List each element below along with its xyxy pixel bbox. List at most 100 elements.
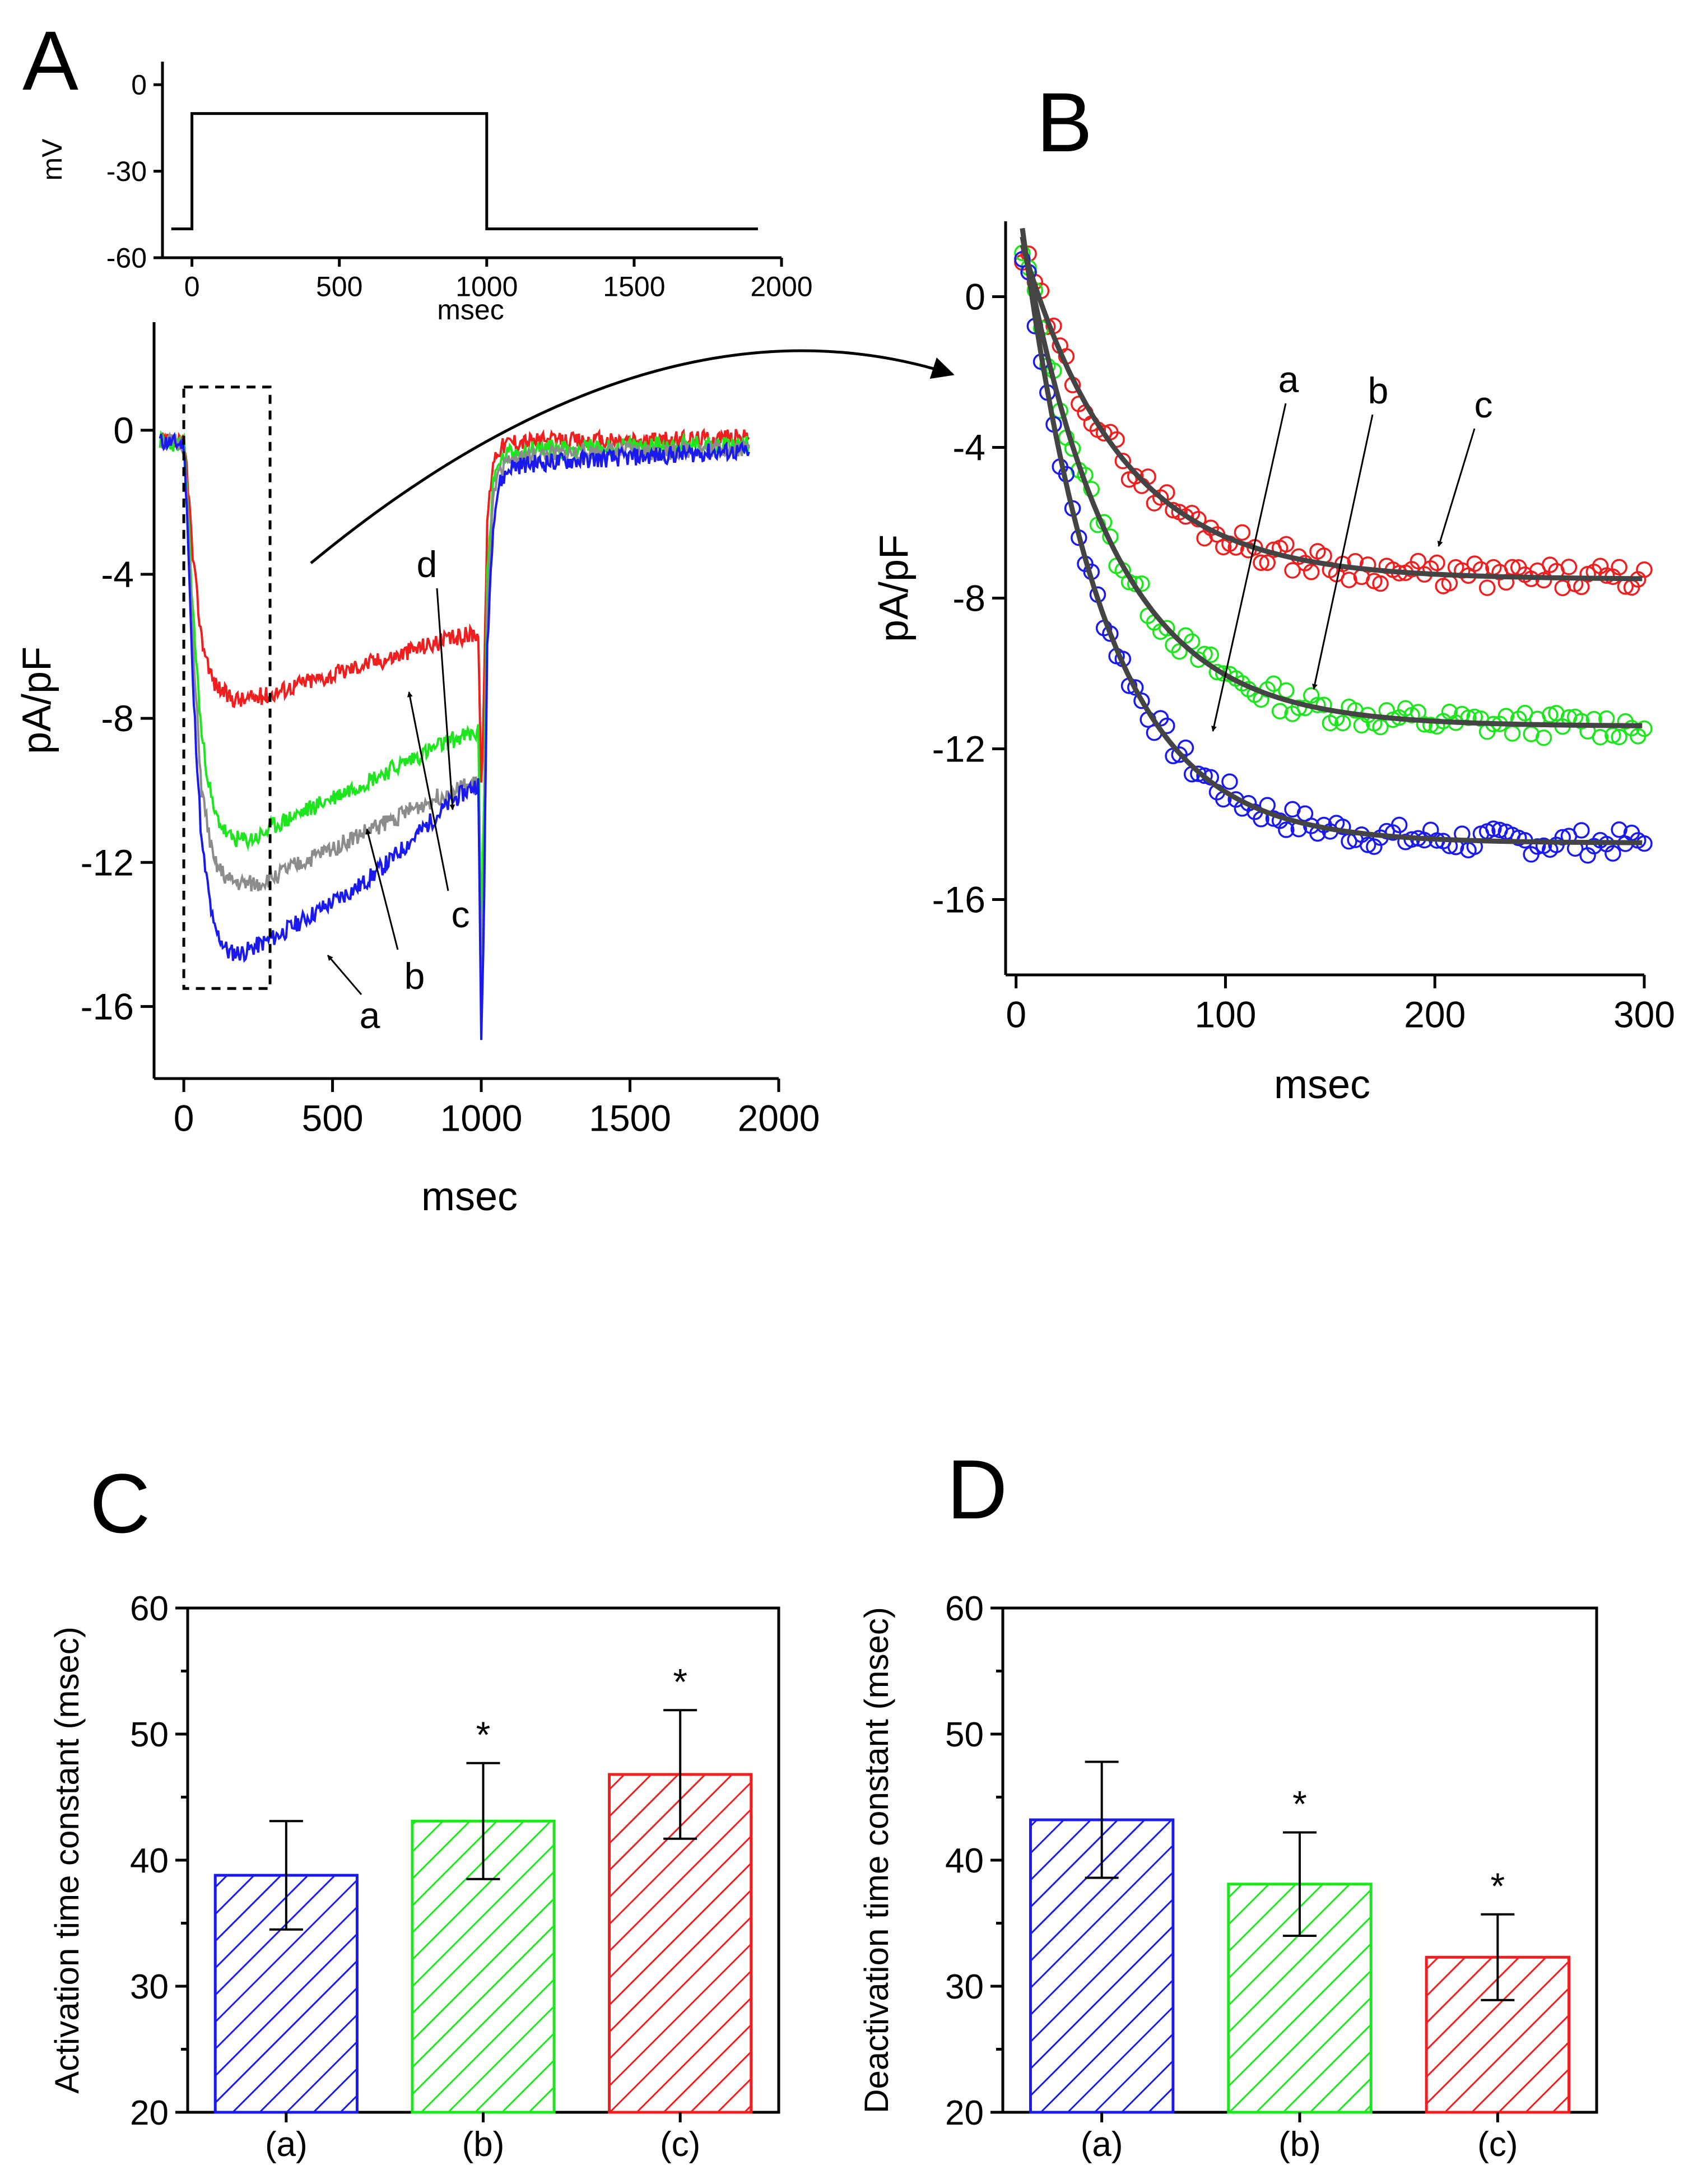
- chart-d: 20 30 40 50 60 Deactivation time constant (ms…: [858, 1590, 1598, 2164]
- y-axis-label: pA/pF: [15, 647, 59, 754]
- annotation-arrow-c: [1437, 428, 1476, 547]
- y-tick-label: 20: [130, 2094, 169, 2132]
- trace-b: [159, 430, 750, 941]
- y-tick-label: -8: [101, 698, 134, 739]
- annotation-b: b: [1368, 370, 1389, 411]
- x-tick-label: (a): [265, 2125, 308, 2164]
- panel-label-a: A: [22, 13, 78, 108]
- data-point-c: [1611, 559, 1627, 576]
- data-point-b: [1542, 707, 1559, 723]
- data-point-c: [1341, 571, 1357, 588]
- y-tick-label: -30: [106, 156, 147, 187]
- y-tick-label: 50: [945, 1716, 984, 1754]
- chart-a-inset: 0 -30 -60 0 500 1000 1500 2000 mV msec: [36, 62, 813, 326]
- x-tick-label: 200: [1404, 993, 1466, 1035]
- x-tick-label: (b): [462, 2125, 505, 2164]
- y-axis-label: pA/pF: [872, 535, 917, 642]
- data-point-c: [1114, 453, 1132, 470]
- zoom-box: [182, 385, 272, 990]
- data-point-b: [1416, 716, 1433, 733]
- data-point-b: [1592, 728, 1609, 746]
- y-tick-label: 40: [945, 1842, 984, 1880]
- significance-marker: *: [1490, 1865, 1505, 1907]
- x-tick-label: 1500: [603, 271, 665, 303]
- data-point-b: [1159, 620, 1175, 636]
- y-tick-label: -12: [932, 728, 985, 770]
- data-point-a: [1359, 837, 1376, 853]
- y-tick-label: -4: [952, 427, 985, 468]
- data-point-b: [1372, 718, 1389, 736]
- data-point-a: [1529, 838, 1546, 855]
- data-point-c: [1253, 554, 1269, 571]
- x-tick-label: 2000: [750, 271, 812, 303]
- data-point-b: [1504, 725, 1521, 742]
- fit-line-c: [1020, 244, 1643, 582]
- x-tick-label: 500: [302, 1097, 364, 1139]
- x-tick-label: 1000: [455, 271, 518, 303]
- data-point-c: [1359, 556, 1376, 573]
- data-point-c: [1429, 554, 1445, 571]
- data-point-c: [1284, 562, 1301, 579]
- data-point-a: [1334, 818, 1351, 835]
- data-point-a: [1390, 816, 1408, 834]
- y-tick-label: 0: [113, 410, 134, 451]
- x-tick-label: 2000: [738, 1097, 820, 1139]
- x-tick-label: 0: [1006, 993, 1026, 1035]
- significance-marker: *: [476, 1714, 491, 1755]
- y-axis-label: Deactivation time constant (msec): [858, 1607, 895, 2113]
- data-point-c: [1278, 536, 1295, 553]
- data-point-b: [1271, 703, 1289, 720]
- chart-c: 20 30 40 50 60 Activation time constant (msec…: [48, 1590, 780, 2164]
- data-point-b: [1278, 682, 1295, 699]
- x-tick-label: 100: [1194, 993, 1256, 1035]
- data-point-b: [1535, 729, 1552, 746]
- panel-label-c: C: [90, 1456, 150, 1550]
- annotation-arrow-a: [1211, 403, 1287, 732]
- annotation-arrow-a: [327, 955, 362, 995]
- x-tick-label: (b): [1278, 2125, 1321, 2164]
- data-point-c: [1234, 524, 1251, 541]
- data-point-b: [1334, 714, 1351, 732]
- data-point-b: [1611, 728, 1627, 746]
- data-point-c: [1303, 564, 1320, 580]
- annotation-c: c: [452, 894, 470, 935]
- data-point-a: [1485, 820, 1502, 837]
- y-tick-label: 30: [945, 1968, 984, 2006]
- x-axis-label: msec: [421, 1174, 518, 1219]
- y-tick-label: 20: [945, 2094, 984, 2132]
- zoom-arrow: [310, 349, 955, 564]
- data-point-a: [1221, 773, 1238, 790]
- data-point-a: [1573, 822, 1590, 839]
- voltage-trace: [171, 112, 758, 231]
- data-point-a: [1102, 625, 1119, 642]
- annotation-c: c: [1475, 384, 1493, 425]
- y-tick-label: -60: [106, 243, 147, 274]
- y-tick-label: 40: [130, 1842, 169, 1880]
- data-point-b: [1265, 675, 1282, 692]
- chart-a-main: 0 -4 -8 -12 -16 0 500 1000 1500 2000 pA/pF msec abc d: [15, 322, 820, 1219]
- y-tick-label: 50: [130, 1716, 169, 1754]
- data-point-a: [1127, 679, 1144, 696]
- panel-label-d: D: [947, 1442, 1007, 1536]
- annotation-arrow-d: [436, 588, 455, 810]
- annotation-arrow-b: [1311, 414, 1374, 690]
- data-point-a: [1177, 739, 1194, 756]
- data-point-c: [1372, 575, 1389, 592]
- x-axis-label: msec: [1274, 1062, 1370, 1107]
- data-point-b: [1171, 643, 1188, 660]
- data-point-a: [1604, 845, 1621, 862]
- x-tick-label: (a): [1081, 2125, 1123, 2164]
- x-tick-label: 1500: [589, 1097, 671, 1139]
- y-tick-label: -4: [101, 554, 134, 595]
- annotation-b: b: [404, 955, 425, 997]
- y-tick-label: -16: [81, 986, 134, 1028]
- annotation-a: a: [360, 995, 380, 1036]
- data-point-a: [1133, 693, 1150, 709]
- data-point-c: [1410, 552, 1427, 570]
- significance-marker: *: [1292, 1783, 1307, 1825]
- data-point-a: [1196, 767, 1213, 784]
- x-tick-label: 0: [184, 271, 200, 303]
- data-point-c: [1636, 561, 1653, 578]
- y-tick-label: -8: [952, 578, 985, 619]
